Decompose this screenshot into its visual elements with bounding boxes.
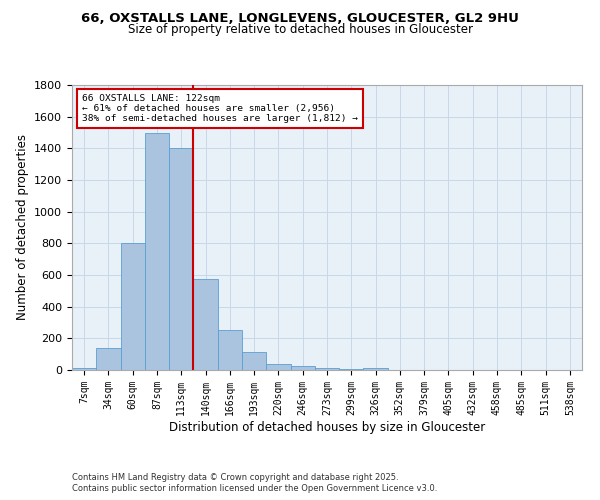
Bar	[169, 148, 193, 370]
Y-axis label: Number of detached properties: Number of detached properties	[16, 134, 29, 320]
Text: 66, OXSTALLS LANE, LONGLEVENS, GLOUCESTER, GL2 9HU: 66, OXSTALLS LANE, LONGLEVENS, GLOUCESTE…	[81, 12, 519, 26]
Bar	[266, 364, 290, 370]
X-axis label: Distribution of detached houses by size in Gloucester: Distribution of detached houses by size …	[169, 420, 485, 434]
Bar	[339, 369, 364, 370]
Bar	[96, 348, 121, 370]
Text: Contains HM Land Registry data © Crown copyright and database right 2025.: Contains HM Land Registry data © Crown c…	[72, 472, 398, 482]
Text: Size of property relative to detached houses in Gloucester: Size of property relative to detached ho…	[128, 22, 473, 36]
Bar	[72, 368, 96, 370]
Bar	[193, 279, 218, 370]
Bar	[315, 368, 339, 370]
Bar	[364, 368, 388, 370]
Bar	[145, 132, 169, 370]
Text: 66 OXSTALLS LANE: 122sqm
← 61% of detached houses are smaller (2,956)
38% of sem: 66 OXSTALLS LANE: 122sqm ← 61% of detach…	[82, 94, 358, 124]
Text: Contains public sector information licensed under the Open Government Licence v3: Contains public sector information licen…	[72, 484, 437, 493]
Bar	[290, 366, 315, 370]
Bar	[242, 352, 266, 370]
Bar	[218, 330, 242, 370]
Bar	[121, 244, 145, 370]
